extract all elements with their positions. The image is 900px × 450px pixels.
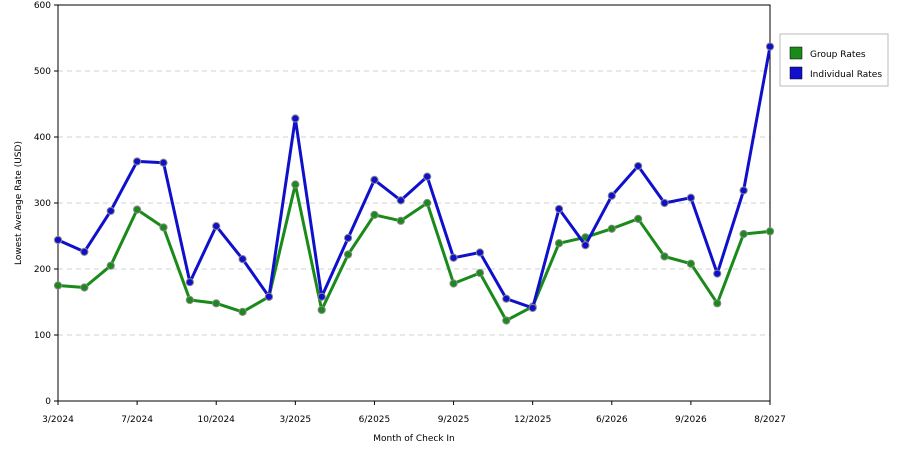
data-point-group-rates bbox=[660, 252, 669, 261]
data-point-individual-rates bbox=[185, 278, 194, 287]
data-point-group-rates bbox=[713, 299, 722, 308]
series-line-group-rates bbox=[57, 183, 771, 322]
x-tick-label: 10/2024 bbox=[198, 415, 236, 425]
data-point-individual-rates bbox=[106, 206, 115, 216]
data-point-group-rates bbox=[423, 198, 432, 208]
x-axis-ticks: 3/2024 7/2024 10/2024 3/2025 6/2025 9/2025 12/… bbox=[42, 401, 786, 425]
y-tick-label: 400 bbox=[34, 133, 51, 143]
series-individual-rates bbox=[53, 42, 775, 313]
data-point-group-rates bbox=[317, 305, 326, 315]
data-point-individual-rates bbox=[686, 193, 695, 202]
x-tick-label: 7/2024 bbox=[121, 415, 153, 425]
y-axis-ticks: 0 100 200 300 400 500 600 bbox=[34, 1, 58, 407]
data-point-individual-rates bbox=[765, 42, 775, 51]
data-point-individual-rates bbox=[343, 233, 353, 243]
data-point-individual-rates bbox=[528, 303, 537, 313]
data-point-individual-rates bbox=[396, 196, 405, 205]
data-point-group-rates bbox=[449, 279, 458, 288]
legend-label-group-rates: Group Rates bbox=[810, 50, 866, 60]
series-layer bbox=[53, 42, 775, 325]
data-point-group-rates bbox=[502, 316, 511, 325]
x-axis-title: Month of Check In bbox=[373, 434, 455, 444]
data-point-group-rates bbox=[634, 214, 643, 223]
y-tick-label: 500 bbox=[34, 67, 51, 77]
data-point-group-rates bbox=[396, 216, 405, 225]
data-point-group-rates bbox=[53, 281, 63, 290]
data-point-individual-rates bbox=[80, 247, 89, 256]
x-tick-label: 6/2025 bbox=[359, 415, 391, 425]
data-point-individual-rates bbox=[159, 158, 168, 167]
data-point-individual-rates bbox=[607, 191, 616, 200]
data-point-individual-rates bbox=[53, 235, 63, 245]
data-point-individual-rates bbox=[554, 204, 564, 214]
data-point-individual-rates bbox=[264, 292, 274, 301]
y-tick-label: 200 bbox=[34, 265, 51, 275]
data-point-group-rates bbox=[686, 259, 695, 268]
series-group-rates bbox=[53, 180, 775, 325]
y-tick-label: 600 bbox=[34, 1, 51, 11]
y-tick-label: 0 bbox=[45, 397, 51, 407]
data-point-group-rates bbox=[343, 250, 353, 259]
x-tick-label: 3/2024 bbox=[42, 415, 74, 425]
data-point-group-rates bbox=[159, 223, 168, 232]
data-point-group-rates bbox=[370, 210, 379, 219]
data-point-group-rates bbox=[607, 224, 616, 233]
data-point-group-rates bbox=[475, 268, 485, 278]
data-point-group-rates bbox=[291, 180, 300, 189]
data-point-individual-rates bbox=[634, 161, 643, 171]
data-point-group-rates bbox=[133, 205, 142, 214]
data-point-individual-rates bbox=[581, 241, 590, 250]
data-point-group-rates bbox=[80, 283, 89, 292]
y-axis-title: Lowest Average Rate (USD) bbox=[14, 141, 24, 265]
x-tick-label: 9/2025 bbox=[438, 415, 470, 425]
data-point-group-rates bbox=[765, 227, 775, 236]
data-point-individual-rates bbox=[423, 172, 432, 181]
data-point-individual-rates bbox=[133, 157, 142, 166]
grid-lines bbox=[58, 70, 770, 336]
data-point-individual-rates bbox=[238, 255, 247, 264]
y-tick-label: 300 bbox=[34, 199, 51, 209]
legend-swatch-group-rates bbox=[789, 46, 803, 60]
legend: Group Rates Individual Rates bbox=[779, 33, 889, 87]
data-point-individual-rates bbox=[713, 269, 722, 278]
data-point-individual-rates bbox=[317, 292, 326, 301]
data-point-individual-rates bbox=[212, 222, 221, 231]
data-point-individual-rates bbox=[449, 253, 458, 262]
data-point-group-rates bbox=[238, 307, 247, 316]
data-point-individual-rates bbox=[660, 198, 669, 208]
data-point-group-rates bbox=[106, 261, 115, 270]
data-point-group-rates bbox=[212, 299, 221, 308]
x-tick-label: 9/2026 bbox=[675, 415, 707, 425]
data-point-group-rates bbox=[739, 229, 748, 239]
data-point-individual-rates bbox=[739, 186, 748, 195]
x-tick-label: 12/2025 bbox=[514, 415, 551, 425]
x-tick-label: 8/2027 bbox=[754, 415, 786, 425]
data-point-individual-rates bbox=[370, 175, 379, 184]
data-point-group-rates bbox=[554, 239, 564, 248]
legend-swatch-individual-rates bbox=[789, 66, 803, 80]
data-point-individual-rates bbox=[502, 294, 511, 303]
data-point-individual-rates bbox=[475, 248, 485, 257]
data-point-group-rates bbox=[185, 295, 194, 305]
legend-label-individual-rates: Individual Rates bbox=[810, 70, 882, 80]
data-point-individual-rates bbox=[291, 114, 300, 123]
y-tick-label: 100 bbox=[34, 331, 51, 341]
x-tick-label: 6/2026 bbox=[596, 415, 628, 425]
series-line-individual-rates bbox=[57, 46, 772, 310]
x-tick-label: 3/2025 bbox=[279, 415, 311, 425]
